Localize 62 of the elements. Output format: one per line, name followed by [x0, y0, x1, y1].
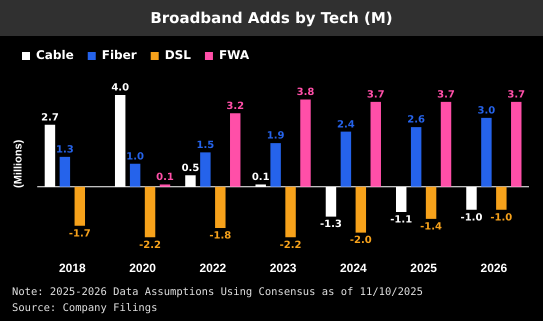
- data-label: 3.0: [478, 105, 496, 116]
- data-label: 2.7: [41, 112, 59, 124]
- bar: [160, 184, 170, 187]
- data-label: -1.0: [460, 212, 482, 224]
- data-label: 3.8: [296, 87, 314, 98]
- bar: [410, 127, 422, 187]
- data-label: 1.9: [266, 130, 285, 142]
- data-label: 1.5: [196, 140, 214, 151]
- data-label: -1.8: [209, 230, 232, 242]
- legend-label: Fiber: [102, 48, 137, 62]
- data-label: 4.0: [111, 82, 130, 94]
- data-label: 3.7: [507, 89, 526, 100]
- data-label: 0.1: [156, 172, 174, 184]
- data-label: 3.2: [226, 100, 244, 112]
- bar: [340, 132, 352, 187]
- legend-label: FWA: [218, 48, 250, 62]
- text: Note: 2025-2026 Data Assumptions Using Consensus as of 11/10/2025: [12, 285, 424, 300]
- x-tick-label: 2025: [410, 261, 438, 276]
- bar: [481, 118, 492, 187]
- data-label: -1.7: [68, 228, 91, 240]
- bar: [496, 186, 507, 210]
- bar: [370, 102, 381, 187]
- x-tick-label: 2024: [340, 261, 368, 276]
- bar: [356, 186, 366, 233]
- data-label: 3.7: [437, 89, 455, 100]
- data-label: -1.3: [320, 219, 342, 230]
- legend-label: Cable: [36, 48, 74, 62]
- bar: [215, 186, 226, 228]
- chart-title: Broadband Adds by Tech (M): [0, 0, 543, 36]
- data-label: -1.0: [490, 212, 512, 224]
- data-label: 0.5: [182, 162, 200, 174]
- bar: [426, 186, 436, 219]
- data-label: -1.4: [420, 221, 442, 232]
- y-axis-title: (Millions): [12, 139, 25, 188]
- bar: [285, 186, 296, 238]
- bar: [270, 143, 281, 187]
- bar: [60, 156, 70, 187]
- x-tick-label: 2023: [270, 261, 297, 276]
- bar: [300, 100, 311, 187]
- data-label: 2.4: [337, 119, 355, 130]
- bar: [440, 102, 452, 187]
- data-label: 1.0: [126, 151, 144, 162]
- x-tick-label: 2022: [199, 261, 227, 276]
- data-label: -2.2: [280, 240, 302, 251]
- bar: [144, 186, 156, 238]
- data-label: 3.7: [366, 89, 385, 100]
- x-tick-label: 2018: [58, 261, 86, 276]
- bar: [74, 186, 86, 226]
- legend-label: DSL: [164, 48, 192, 62]
- bar: [200, 152, 211, 187]
- bar: [230, 113, 240, 187]
- data-label: 0.1: [252, 172, 270, 184]
- x-tick-label: 2020: [129, 261, 156, 276]
- data-label: -1.1: [390, 214, 412, 226]
- data-label: 2.6: [407, 114, 426, 126]
- data-label: -2.0: [350, 235, 372, 246]
- data-label: -2.2: [139, 240, 162, 251]
- bar: [130, 164, 140, 187]
- data-label: 1.3: [56, 144, 74, 156]
- source-note: Source: Company Filings: [12, 301, 158, 316]
- bar: [511, 102, 522, 187]
- x-tick-label: 2026: [480, 261, 508, 276]
